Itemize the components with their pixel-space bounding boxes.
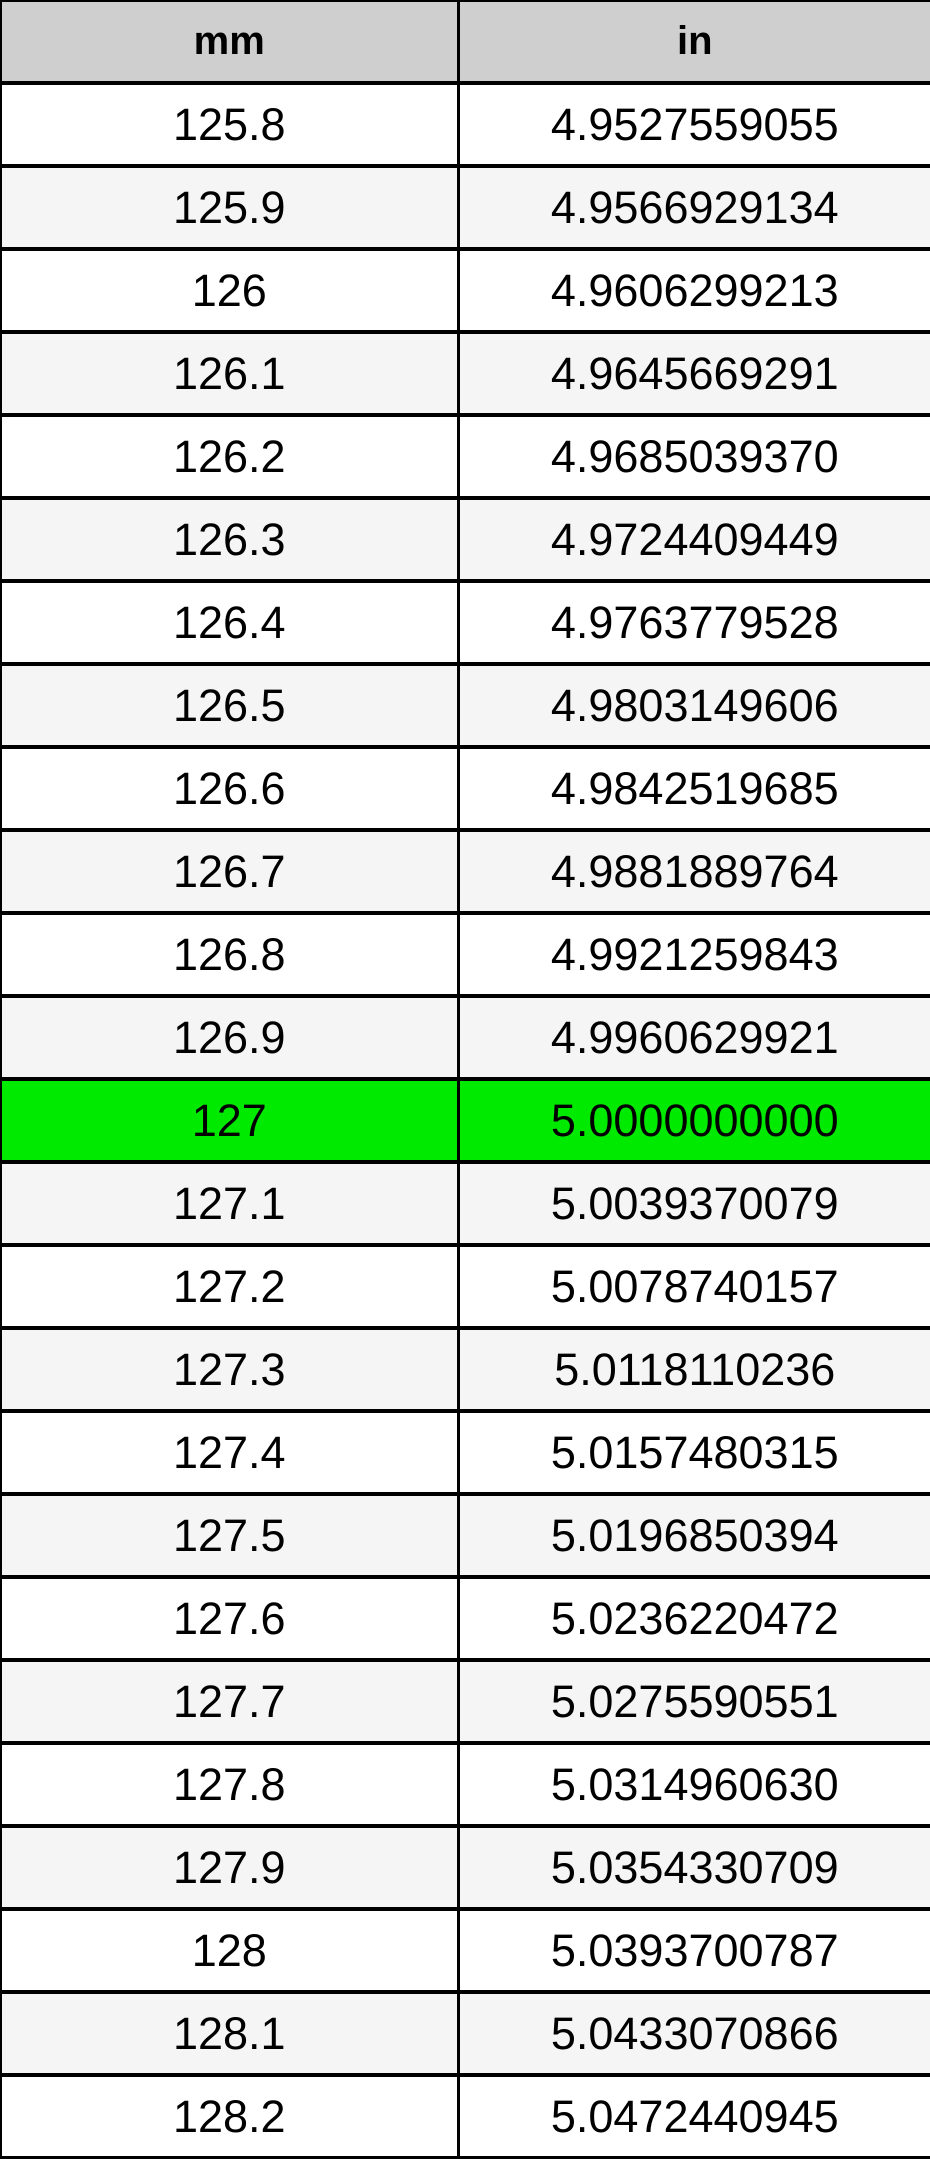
mm-value-cell: 127.3	[0, 1326, 460, 1413]
mm-value-cell: 126.8	[0, 911, 460, 998]
in-value-cell: 4.9763779528	[456, 579, 930, 666]
table-row: 126.9 4.9960629921	[0, 994, 930, 1081]
table-body: 125.8 4.9527559055 125.9 4.9566929134 126 4.9…	[0, 81, 930, 2159]
in-value-cell: 5.0314960630	[456, 1741, 930, 1828]
in-value-cell: 4.9724409449	[456, 496, 930, 583]
in-column-header: in	[456, 0, 930, 85]
in-value-cell: 5.0157480315	[456, 1409, 930, 1496]
table-row: 127.6 5.0236220472	[0, 1575, 930, 1662]
mm-value-cell: 127.9	[0, 1824, 460, 1911]
table-row: 126.4 4.9763779528	[0, 579, 930, 666]
in-value-cell: 4.9527559055	[456, 81, 930, 168]
in-value-cell: 4.9960629921	[456, 994, 930, 1081]
table-header: mm in	[0, 0, 930, 85]
in-value-cell: 4.9606299213	[456, 247, 930, 334]
table-row: 126.2 4.9685039370	[0, 413, 930, 500]
table-row: 126.6 4.9842519685	[0, 745, 930, 832]
table-row: 126.5 4.9803149606	[0, 662, 930, 749]
table-row: 127.5 5.0196850394	[0, 1492, 930, 1579]
in-value-cell: 4.9645669291	[456, 330, 930, 417]
table-row: 128 5.0393700787	[0, 1907, 930, 1994]
table-row: 126.1 4.9645669291	[0, 330, 930, 417]
table-row-highlighted: 127 5.0000000000	[0, 1077, 930, 1164]
mm-value-cell: 125.9	[0, 164, 460, 251]
mm-value-cell: 126.5	[0, 662, 460, 749]
in-value-cell: 4.9566929134	[456, 164, 930, 251]
table-row: 126.3 4.9724409449	[0, 496, 930, 583]
in-value-cell: 5.0078740157	[456, 1243, 930, 1330]
mm-value-cell: 126	[0, 247, 460, 334]
mm-value-cell: 126.6	[0, 745, 460, 832]
in-value-cell: 5.0393700787	[456, 1907, 930, 1994]
table-row: 127.7 5.0275590551	[0, 1658, 930, 1745]
mm-value-cell: 127	[0, 1077, 460, 1164]
in-value-cell: 4.9803149606	[456, 662, 930, 749]
mm-value-cell: 126.7	[0, 828, 460, 915]
mm-value-cell: 126.3	[0, 496, 460, 583]
in-value-cell: 5.0196850394	[456, 1492, 930, 1579]
mm-value-cell: 126.1	[0, 330, 460, 417]
table-row: 127.1 5.0039370079	[0, 1160, 930, 1247]
in-value-cell: 5.0000000000	[456, 1077, 930, 1164]
in-value-cell: 5.0354330709	[456, 1824, 930, 1911]
in-value-cell: 5.0039370079	[456, 1160, 930, 1247]
mm-value-cell: 126.9	[0, 994, 460, 1081]
mm-value-cell: 127.8	[0, 1741, 460, 1828]
mm-value-cell: 127.4	[0, 1409, 460, 1496]
in-value-cell: 5.0236220472	[456, 1575, 930, 1662]
mm-value-cell: 127.2	[0, 1243, 460, 1330]
table-row: 128.1 5.0433070866	[0, 1990, 930, 2077]
in-value-cell: 5.0275590551	[456, 1658, 930, 1745]
table-row: 127.3 5.0118110236	[0, 1326, 930, 1413]
table-row: 126.8 4.9921259843	[0, 911, 930, 998]
mm-value-cell: 127.5	[0, 1492, 460, 1579]
mm-value-cell: 127.1	[0, 1160, 460, 1247]
table-row: 125.8 4.9527559055	[0, 81, 930, 168]
mm-value-cell: 128.2	[0, 2073, 460, 2159]
mm-value-cell: 127.6	[0, 1575, 460, 1662]
mm-value-cell: 125.8	[0, 81, 460, 168]
in-value-cell: 4.9842519685	[456, 745, 930, 832]
in-value-cell: 4.9921259843	[456, 911, 930, 998]
in-value-cell: 5.0118110236	[456, 1326, 930, 1413]
in-value-cell: 5.0433070866	[456, 1990, 930, 2077]
mm-value-cell: 126.2	[0, 413, 460, 500]
in-value-cell: 4.9881889764	[456, 828, 930, 915]
mm-column-header: mm	[0, 0, 460, 85]
mm-value-cell: 128.1	[0, 1990, 460, 2077]
in-value-cell: 4.9685039370	[456, 413, 930, 500]
mm-value-cell: 128	[0, 1907, 460, 1994]
mm-value-cell: 126.4	[0, 579, 460, 666]
mm-value-cell: 127.7	[0, 1658, 460, 1745]
table-row: 126 4.9606299213	[0, 247, 930, 334]
table-row: 127.4 5.0157480315	[0, 1409, 930, 1496]
header-row: mm in	[0, 0, 930, 85]
table-row: 128.2 5.0472440945	[0, 2073, 930, 2159]
table-row: 127.2 5.0078740157	[0, 1243, 930, 1330]
table-row: 126.7 4.9881889764	[0, 828, 930, 915]
table-row: 125.9 4.9566929134	[0, 164, 930, 251]
table-row: 127.9 5.0354330709	[0, 1824, 930, 1911]
in-value-cell: 5.0472440945	[456, 2073, 930, 2159]
table-row: 127.8 5.0314960630	[0, 1741, 930, 1828]
